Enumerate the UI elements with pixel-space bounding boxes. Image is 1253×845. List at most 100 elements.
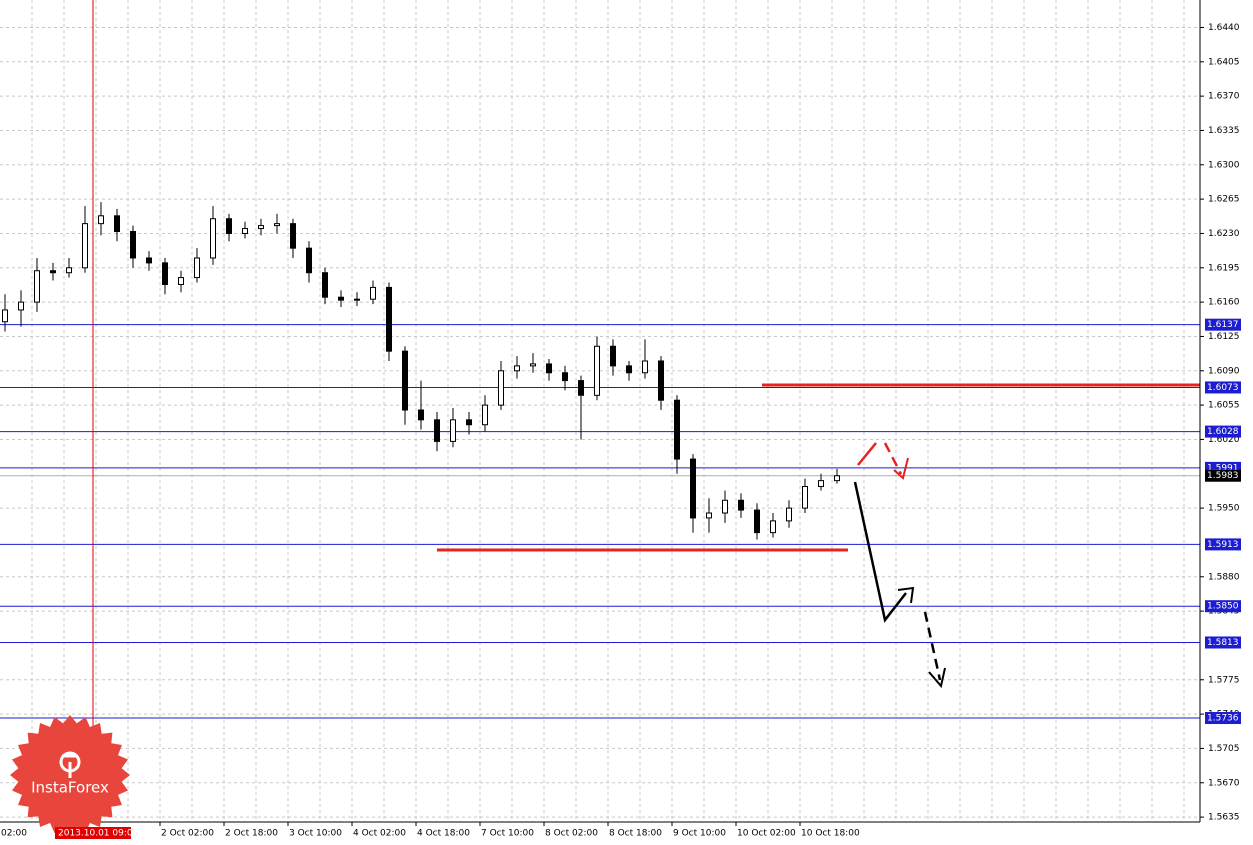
candle-body xyxy=(770,520,776,534)
candle-body xyxy=(450,419,456,442)
candle-body xyxy=(194,257,200,279)
y-tick-label: 1.5670 xyxy=(1208,778,1240,788)
candle-body xyxy=(594,345,600,396)
level-label: 1.5850 xyxy=(1207,602,1239,612)
level-label-box xyxy=(1205,712,1241,725)
y-tick-label: 1.6125 xyxy=(1208,332,1240,342)
x-tick-label: 8 Oct 18:00 xyxy=(609,829,662,839)
candle-body xyxy=(610,345,616,367)
level-label-box xyxy=(1205,538,1241,551)
candle-body xyxy=(802,486,808,509)
candle-body xyxy=(98,215,104,225)
candle-body xyxy=(786,507,792,522)
candle-body xyxy=(642,360,648,374)
x-tick-label: 10 Oct 02:00 xyxy=(737,829,796,839)
level-label: 1.6073 xyxy=(1207,383,1239,393)
candle-body xyxy=(754,509,760,534)
forecast-arrows xyxy=(853,481,946,689)
x-tick-label: 9 Oct 10:00 xyxy=(673,829,726,839)
x-tick-label: 7 Oct 10:00 xyxy=(481,829,534,839)
crosshair-label-box xyxy=(55,827,131,839)
candle-body xyxy=(834,475,840,482)
candle-body xyxy=(146,257,152,264)
crosshair-label: 2013.10.01 09:00 xyxy=(58,829,139,839)
candle-body xyxy=(578,380,584,396)
y-tick-label: 1.6090 xyxy=(1208,366,1240,376)
candle-body xyxy=(706,512,712,519)
watermark-text: InstaForex xyxy=(31,779,109,797)
y-tick-label: 1.6265 xyxy=(1208,195,1240,205)
level-label-box xyxy=(1205,381,1241,394)
candle-body xyxy=(50,270,56,274)
y-tick-label: 1.6335 xyxy=(1208,126,1240,136)
price-label-box xyxy=(1205,469,1241,482)
x-tick-label: 4 Oct 18:00 xyxy=(417,829,470,839)
y-tick-label: 1.5775 xyxy=(1208,675,1240,685)
candle-body xyxy=(242,228,248,234)
y-tick-label: 1.5635 xyxy=(1208,813,1240,823)
y-tick-label: 1.6300 xyxy=(1208,160,1240,170)
x-tick-label: 8 Oct 02:00 xyxy=(545,829,598,839)
candle-body xyxy=(162,262,168,285)
x-tick-label: 2 Oct 02:00 xyxy=(161,829,214,839)
level-label: 1.6137 xyxy=(1207,320,1239,330)
level-label-box xyxy=(1205,600,1241,613)
candle-body xyxy=(498,370,504,406)
candle-body xyxy=(818,480,824,488)
candle-body xyxy=(546,363,552,374)
level-label: 1.5813 xyxy=(1207,638,1239,648)
x-tick-label: 2 Oct 18:00 xyxy=(225,829,278,839)
candle-body xyxy=(258,225,264,230)
level-label-box xyxy=(1205,636,1241,649)
candle-body xyxy=(210,218,216,259)
candle-body xyxy=(34,270,40,303)
candle-body xyxy=(386,286,392,352)
y-tick-label: 1.6440 xyxy=(1208,23,1240,33)
y-tick-label: 1.6230 xyxy=(1208,229,1240,239)
level-label: 1.5913 xyxy=(1207,540,1239,550)
candle-body xyxy=(466,419,472,426)
candle-body xyxy=(226,218,232,234)
candle-body xyxy=(338,296,344,301)
candle-body xyxy=(178,277,184,285)
candle-body xyxy=(674,399,680,460)
candle-body xyxy=(626,365,632,374)
candle-body xyxy=(322,272,328,298)
y-tick-label: 1.6370 xyxy=(1208,92,1240,102)
candle-body xyxy=(306,247,312,274)
x-tick-label: 4 Oct 02:00 xyxy=(353,829,406,839)
logo-icon xyxy=(59,751,81,778)
candle-body xyxy=(2,309,8,323)
alt-arrows xyxy=(857,442,909,480)
candle-body xyxy=(514,365,520,372)
x-tick-label: 3 Oct 10:00 xyxy=(289,829,342,839)
x-tick-label: 10 Oct 18:00 xyxy=(801,829,860,839)
candle-body xyxy=(562,372,568,382)
candle-body xyxy=(418,409,424,421)
candle-body xyxy=(354,298,360,301)
candle-body xyxy=(402,350,408,411)
level-label-box xyxy=(1205,425,1241,438)
candle-body xyxy=(370,286,376,300)
y-tick-label: 1.5950 xyxy=(1208,504,1240,514)
price-label: 1.5983 xyxy=(1207,471,1239,481)
candle-body xyxy=(114,215,120,232)
candle-body xyxy=(722,499,728,514)
candle-body xyxy=(66,267,72,274)
candle-body xyxy=(738,499,744,511)
y-tick-label: 1.6020 xyxy=(1208,435,1240,445)
candle-body xyxy=(82,223,88,269)
y-tick-label: 1.5705 xyxy=(1208,744,1240,754)
candle-body xyxy=(690,458,696,519)
y-tick-label: 1.6160 xyxy=(1208,298,1240,308)
y-tick-label: 1.5880 xyxy=(1208,572,1240,582)
candle-body xyxy=(482,404,488,426)
x-tick-label: 02:00 xyxy=(1,829,27,839)
y-tick-label: 1.6055 xyxy=(1208,401,1240,411)
candle-body xyxy=(658,360,664,401)
y-tick-label: 1.6195 xyxy=(1208,263,1240,273)
candle-body xyxy=(130,230,136,259)
candle-body xyxy=(290,223,296,249)
